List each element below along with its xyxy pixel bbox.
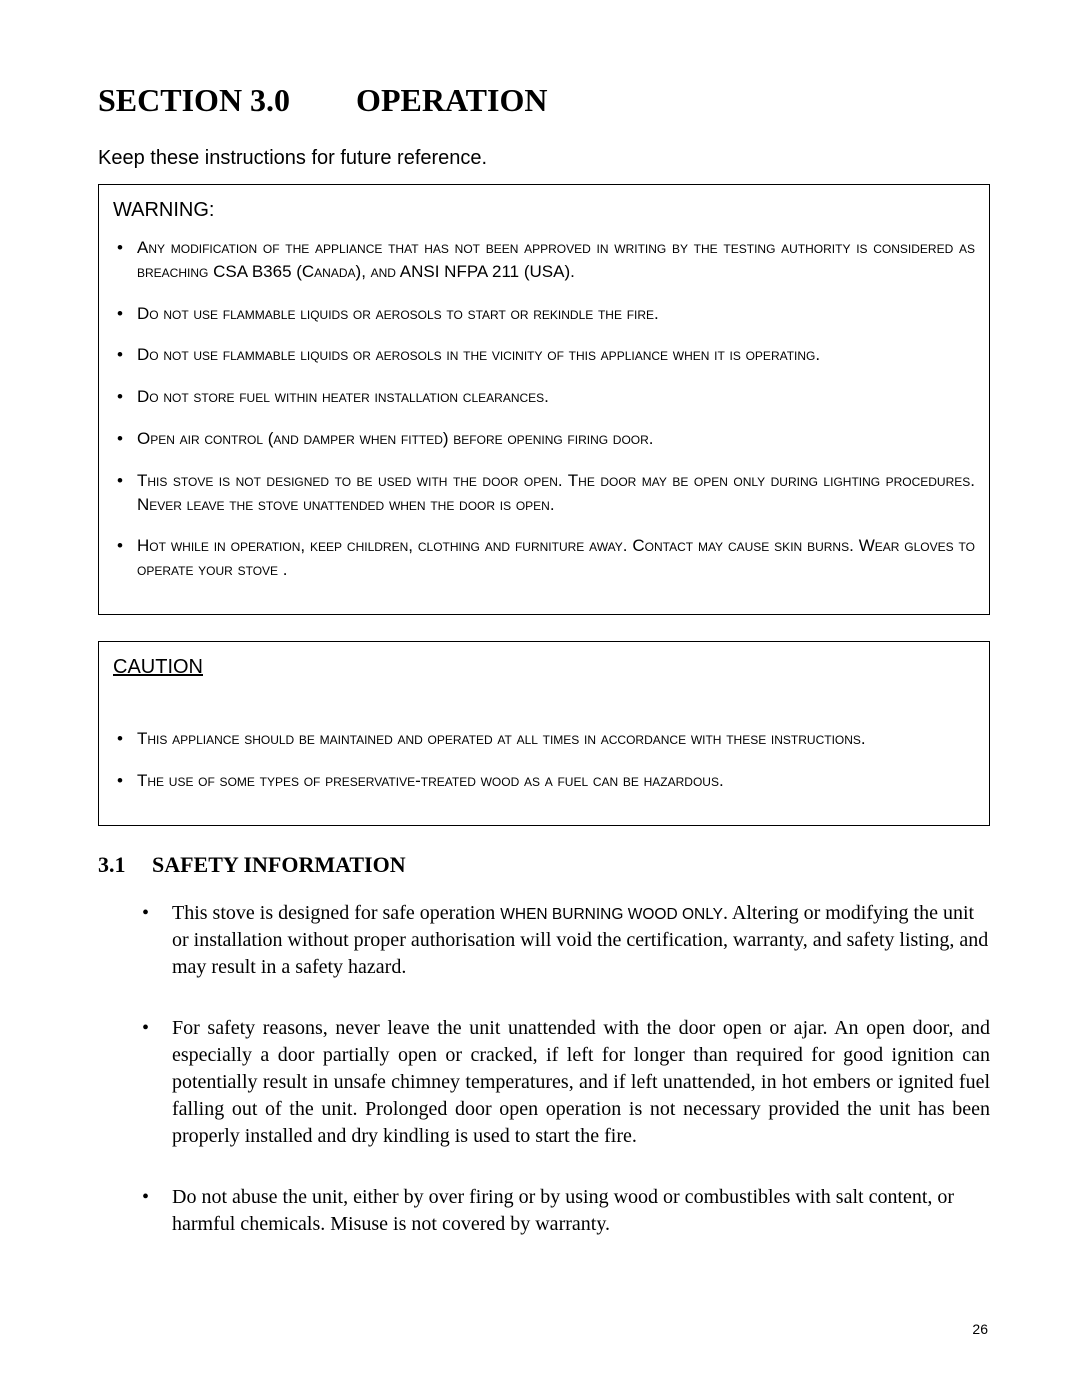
safety-item: This stove is designed for safe operatio… [142,900,990,981]
warning-item: This stove is not designed to be used wi… [113,469,975,517]
safety-item-text: This stove is designed for safe operatio… [172,902,500,924]
warning-item: Any modification of the appliance that h… [113,236,975,284]
warning-item: Do not store fuel within heater installa… [113,385,975,409]
caution-item: The use of some types of preservative-tr… [113,769,975,793]
subsection-number: 3.1 [98,852,152,878]
warning-item-text: Canada [302,262,356,281]
section-title-text: OPERATION [356,82,547,118]
caution-box: CAUTION This appliance should be maintai… [98,641,990,826]
warning-item: Open air control (and damper when fitted… [113,427,975,451]
section-heading: SECTION 3.0 OPERATION [98,82,990,119]
caution-label: CAUTION [113,656,975,679]
safety-item: For safety reasons, never leave the unit… [142,1015,990,1150]
subsection-heading: 3.1SAFETY INFORMATION [98,852,990,878]
warning-item-text: ANSI NFPA 211 (USA). [396,262,575,281]
warning-item: Do not use flammable liquids or aerosols… [113,302,975,326]
subsection-title: SAFETY INFORMATION [152,852,406,877]
safety-item-smallcaps: WHEN BURNING WOOD ONLY [500,906,723,923]
safety-list: This stove is designed for safe operatio… [142,900,990,1238]
caution-list: This appliance should be maintained and … [113,727,975,793]
section-label: SECTION 3.0 [98,82,290,118]
warning-item: Do not use flammable liquids or aerosols… [113,343,975,367]
warning-label: WARNING: [113,199,975,222]
warning-list: Any modification of the appliance that h… [113,236,975,582]
page-number: 26 [972,1321,988,1337]
warning-item-text: ), [356,262,371,281]
document-page: SECTION 3.0 OPERATION Keep these instruct… [0,0,1080,1397]
warning-item: Hot while in operation, keep children, c… [113,534,975,582]
safety-item: Do not abuse the unit, either by over fi… [142,1184,990,1238]
warning-item-text: and [371,262,396,281]
warning-box: WARNING: Any modification of the applian… [98,184,990,615]
caution-item: This appliance should be maintained and … [113,727,975,751]
intro-text: Keep these instructions for future refer… [98,147,990,170]
warning-item-text: CSA B365 ( [213,262,302,281]
